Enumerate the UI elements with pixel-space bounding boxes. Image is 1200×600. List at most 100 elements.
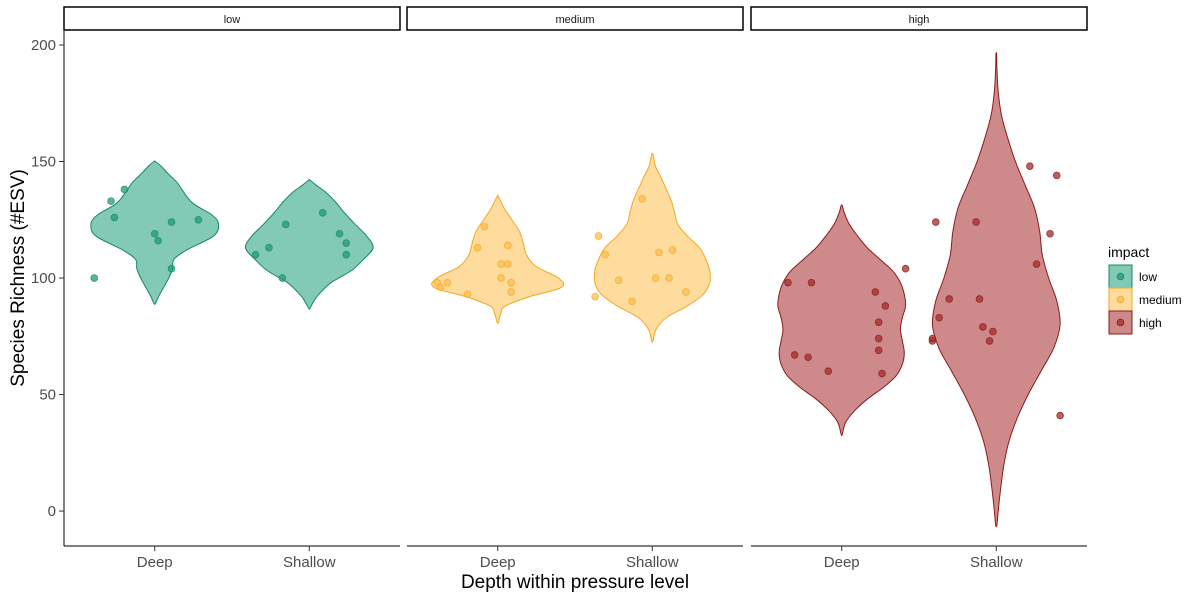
facet-panel-low: low Deep Shallow (63, 6, 401, 571)
data-point (281, 220, 290, 229)
data-point (1056, 411, 1064, 420)
violin-low-shallow (244, 179, 374, 310)
legend-key-point (1116, 318, 1125, 327)
data-point (194, 215, 203, 224)
data-point (167, 264, 176, 273)
data-point (503, 241, 512, 250)
data-point (154, 236, 162, 245)
violin-medium-deep (431, 194, 565, 324)
y-tick-label: 0 (48, 503, 56, 520)
data-point (638, 194, 646, 203)
data-point (874, 346, 883, 355)
data-point (507, 288, 515, 296)
data-point (265, 243, 273, 252)
legend-item-low: low (1108, 264, 1157, 289)
data-point (1032, 260, 1041, 268)
violin-high-shallow (931, 52, 1061, 528)
data-point (497, 260, 505, 268)
facet-strip (63, 6, 401, 31)
data-point (668, 246, 677, 254)
data-point (443, 278, 452, 287)
data-point (655, 248, 663, 257)
data-point (591, 292, 599, 301)
data-point (436, 283, 445, 292)
data-point (682, 288, 690, 296)
data-point (871, 288, 880, 296)
violin-high-deep (777, 204, 907, 437)
data-point (878, 369, 886, 378)
y-tick-label: 150 (31, 153, 56, 170)
data-point (1046, 229, 1054, 238)
data-point (972, 218, 980, 226)
facet-strip-label: medium (555, 14, 594, 26)
x-tick-label: Shallow (283, 554, 336, 571)
data-point (628, 297, 636, 306)
data-point (901, 264, 910, 273)
data-point (807, 278, 816, 287)
x-axis-title: Depth within pressure level (461, 572, 689, 593)
data-point (784, 278, 792, 287)
data-point (665, 274, 673, 282)
legend-label: high (1139, 316, 1162, 330)
x-tick-label: Deep (480, 554, 516, 571)
facet-strip (750, 6, 1088, 31)
x-tick-label: Deep (824, 554, 860, 571)
data-point (979, 323, 987, 331)
legend-item-medium: medium (1108, 287, 1182, 312)
data-point (110, 213, 119, 222)
data-point (881, 302, 890, 310)
legend-key-point (1116, 295, 1125, 304)
data-point (874, 334, 883, 343)
data-point (651, 274, 660, 282)
data-point (480, 222, 489, 231)
x-tick-label: Shallow (970, 554, 1023, 571)
facet-strip-label: low (224, 14, 241, 26)
data-point (507, 278, 515, 287)
data-point (167, 218, 176, 226)
data-point (463, 290, 472, 299)
data-point (790, 351, 799, 359)
legend-label: medium (1139, 293, 1182, 307)
data-point (614, 276, 623, 285)
facet-panel-high: high Deep Shallow (750, 6, 1088, 571)
y-axis-title: Species Richness (#ESV) (8, 169, 29, 387)
data-point (1052, 171, 1061, 180)
data-point (935, 313, 943, 322)
data-point (251, 250, 260, 259)
data-point (945, 295, 954, 303)
data-point (975, 295, 984, 303)
data-point (931, 218, 940, 226)
y-tick-label: 200 (31, 37, 56, 54)
data-point (594, 232, 603, 240)
y-tick-label: 50 (39, 387, 56, 404)
legend-label: low (1139, 270, 1157, 284)
data-point (335, 229, 344, 238)
facet-strip-label: high (909, 14, 930, 26)
data-point (278, 274, 287, 282)
x-tick-label: Shallow (626, 554, 679, 571)
legend-item-high: high (1108, 310, 1162, 335)
x-tick-label: Deep (137, 554, 173, 571)
violin-medium-shallow (593, 152, 711, 343)
facet-strip (406, 6, 744, 31)
y-tick-label: 100 (31, 270, 56, 287)
data-point (497, 274, 505, 282)
data-point (120, 185, 129, 194)
facets: low Deep Shallow medium Deep Shallow high Deep S… (63, 6, 1088, 571)
data-point (985, 337, 994, 345)
data-point (150, 229, 159, 238)
facet-panel-medium: medium Deep Shallow (406, 6, 744, 571)
legend-key-point (1116, 272, 1125, 281)
data-point (473, 243, 482, 252)
data-point (804, 353, 812, 362)
data-point (503, 260, 512, 268)
data-point (342, 250, 351, 259)
data-point (989, 327, 997, 336)
data-point (874, 318, 883, 327)
legend-title: impact (1108, 244, 1149, 260)
data-point (1026, 162, 1034, 170)
legend: impact low medium high (1108, 244, 1182, 335)
data-point (90, 274, 99, 282)
data-point (601, 250, 610, 259)
